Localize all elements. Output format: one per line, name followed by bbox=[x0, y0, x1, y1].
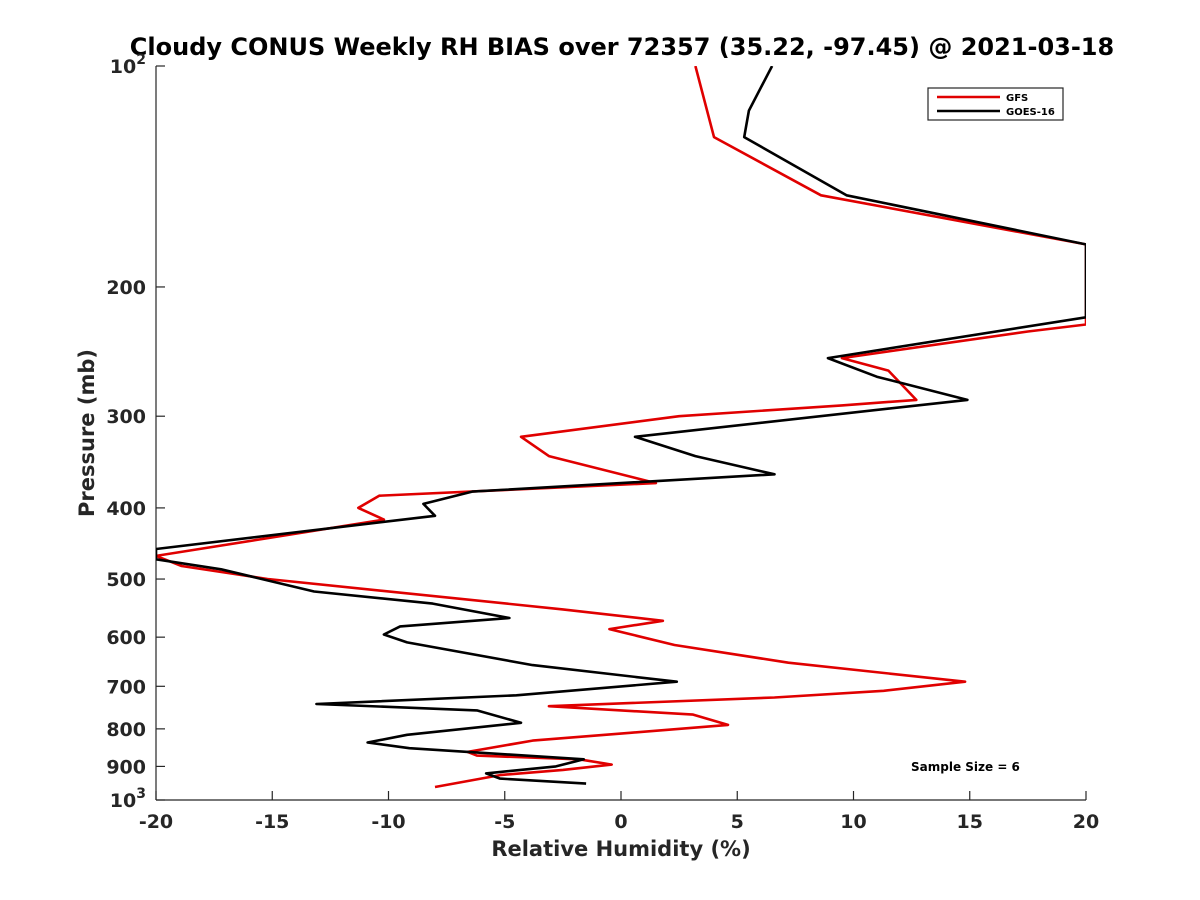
plot-area bbox=[155, 66, 1086, 801]
series-line-goes16 bbox=[156, 66, 1086, 785]
legend-label-gfs: GFS bbox=[1006, 93, 1028, 104]
x-tick-label: -10 bbox=[371, 811, 405, 833]
y-tick-label: 800 bbox=[106, 719, 146, 741]
x-tick-label: 15 bbox=[957, 811, 983, 833]
y-tick-label: 900 bbox=[106, 756, 146, 778]
legend-box bbox=[927, 87, 1064, 121]
y-tick-label: 700 bbox=[106, 676, 146, 698]
x-axis: -20 -15 -10 -5 0 5 10 15 20 bbox=[139, 791, 1099, 833]
y-tick-label: 200 bbox=[106, 277, 146, 299]
y-tick-label: 400 bbox=[106, 498, 146, 520]
legend-label-goes16: GOES-16 bbox=[1006, 107, 1055, 118]
x-tick-label: 20 bbox=[1073, 811, 1099, 833]
x-axis-label: Relative Humidity (%) bbox=[491, 837, 750, 861]
y-tick-label: 102 bbox=[110, 52, 146, 78]
sample-size-note: Sample Size = 6 bbox=[911, 760, 1020, 774]
x-tick-label: -15 bbox=[255, 811, 289, 833]
x-tick-label: 0 bbox=[614, 811, 627, 833]
y-tick-label: 600 bbox=[106, 627, 146, 649]
y-tick-label: 500 bbox=[106, 569, 146, 591]
series-line-gfs bbox=[156, 66, 1086, 789]
x-tick-label: 5 bbox=[731, 811, 744, 833]
legend: GFS GOES-16 bbox=[927, 87, 1064, 121]
y-tick-label: 300 bbox=[106, 406, 146, 428]
x-tick-label: -5 bbox=[494, 811, 515, 833]
y-axis-label: Pressure (mb) bbox=[75, 349, 99, 517]
y-axis: 102 200 300 400 500 600 700 800 900 103 bbox=[106, 52, 165, 812]
y-tick-label: 103 bbox=[110, 786, 146, 812]
chart-title: Cloudy CONUS Weekly RH BIAS over 72357 (… bbox=[130, 33, 1114, 61]
x-tick-label: -20 bbox=[139, 811, 173, 833]
x-tick-label: 10 bbox=[840, 811, 866, 833]
series-layer bbox=[156, 66, 1086, 789]
